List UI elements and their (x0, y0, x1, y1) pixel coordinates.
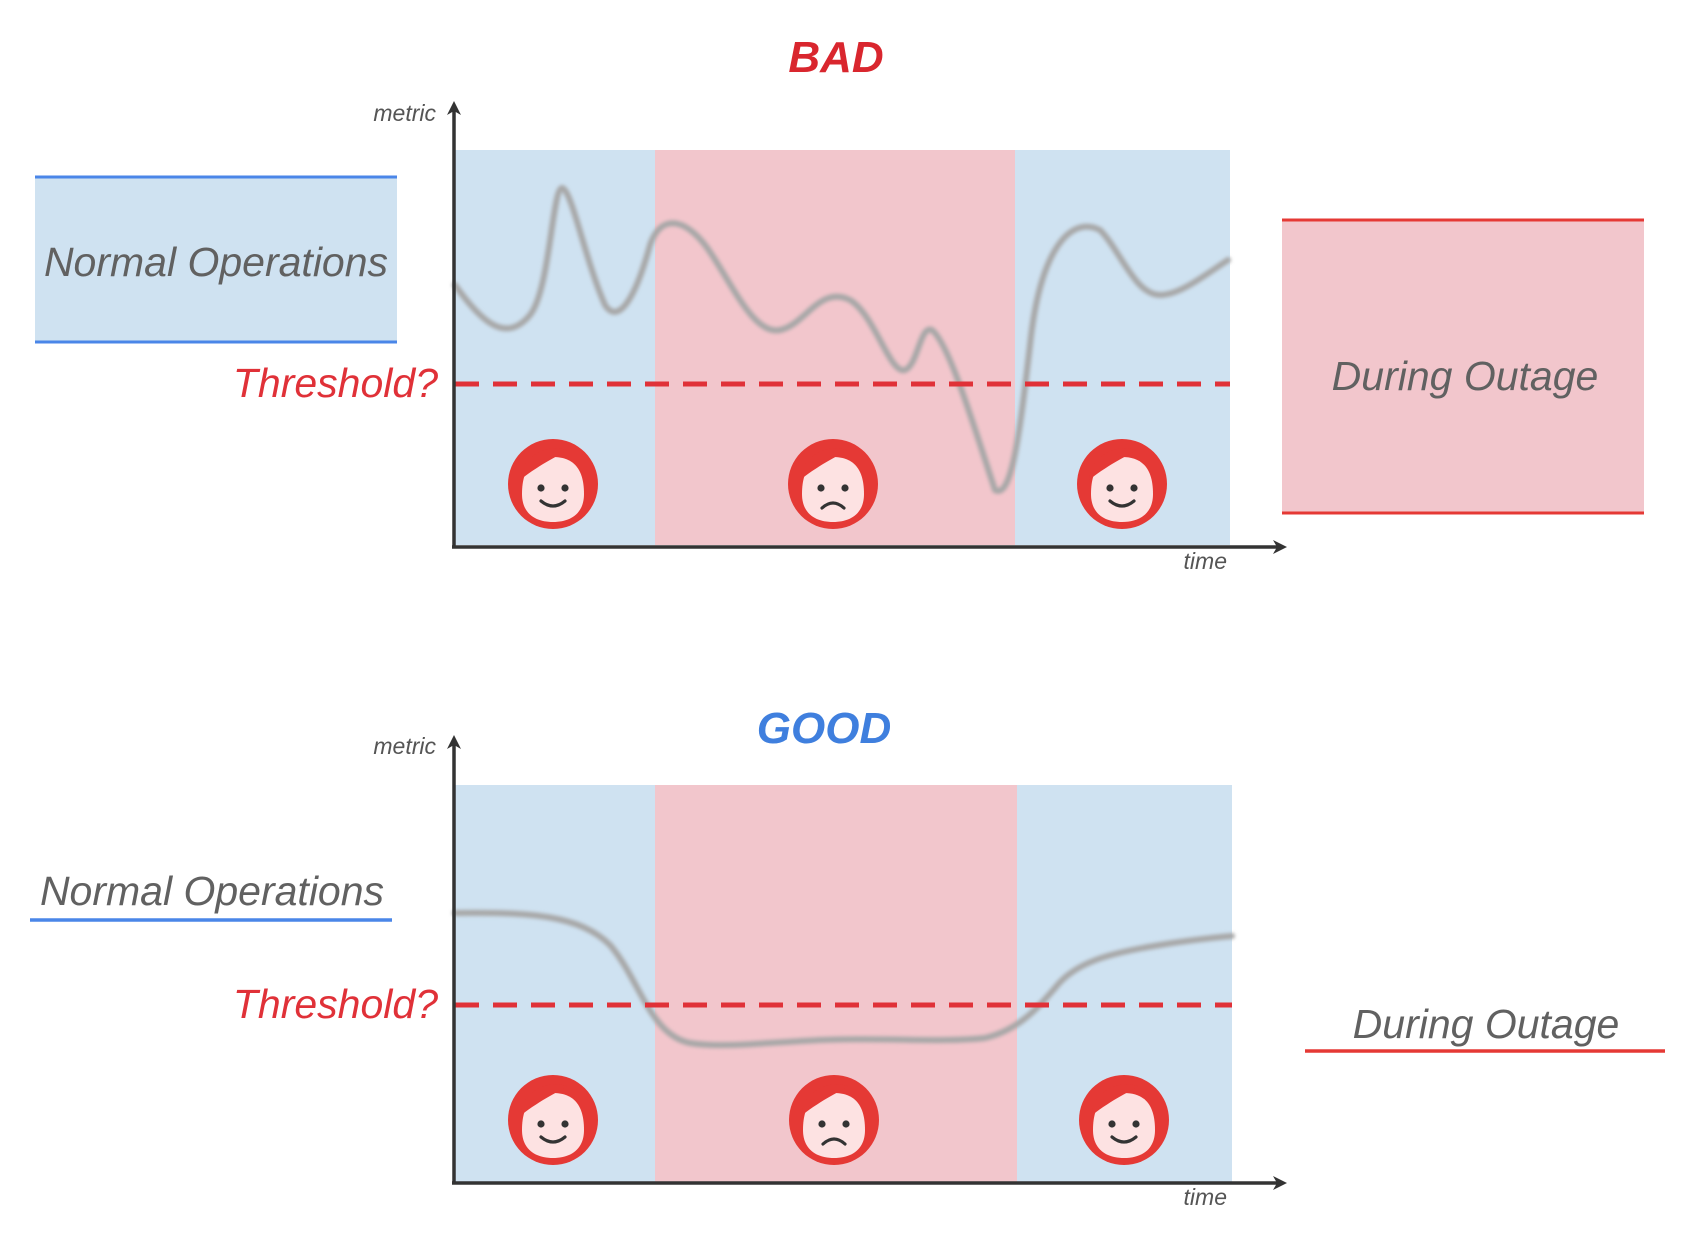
bad-panel: BAD metric time Threshold? Normal Operat… (35, 33, 1644, 574)
good-panel-title: GOOD (757, 704, 891, 753)
during-outage-line-label: During Outage (1305, 1001, 1665, 1053)
happy-face-icon (506, 437, 600, 531)
during-outage-label: During Outage (1353, 1001, 1620, 1047)
x-axis-label: time (1184, 548, 1227, 574)
metric-line (452, 909, 1235, 1049)
metric-line (452, 184, 1231, 494)
during-outage-box: During Outage (1282, 218, 1644, 515)
threshold-label: Threshold? (233, 981, 438, 1027)
y-axis-label: metric (373, 733, 436, 759)
x-axis-label: time (1184, 1184, 1227, 1210)
threshold-label: Threshold? (233, 360, 438, 406)
y-axis-label: metric (373, 100, 436, 126)
normal-operations-box: Normal Operations (35, 175, 397, 344)
bad-panel-title: BAD (788, 33, 883, 82)
sad-face-icon (786, 437, 880, 531)
normal-operations-line-label: Normal Operations (30, 868, 392, 922)
during-outage-label: During Outage (1332, 353, 1599, 399)
happy-face-icon (506, 1073, 600, 1167)
good-panel: GOOD metric time Threshold? Normal Opera… (30, 704, 1665, 1210)
normal-operations-label: Normal Operations (44, 239, 388, 285)
normal-operations-label: Normal Operations (40, 868, 384, 914)
happy-face-icon (1077, 1073, 1171, 1167)
sad-face-icon (787, 1073, 881, 1167)
happy-face-icon (1075, 437, 1169, 531)
